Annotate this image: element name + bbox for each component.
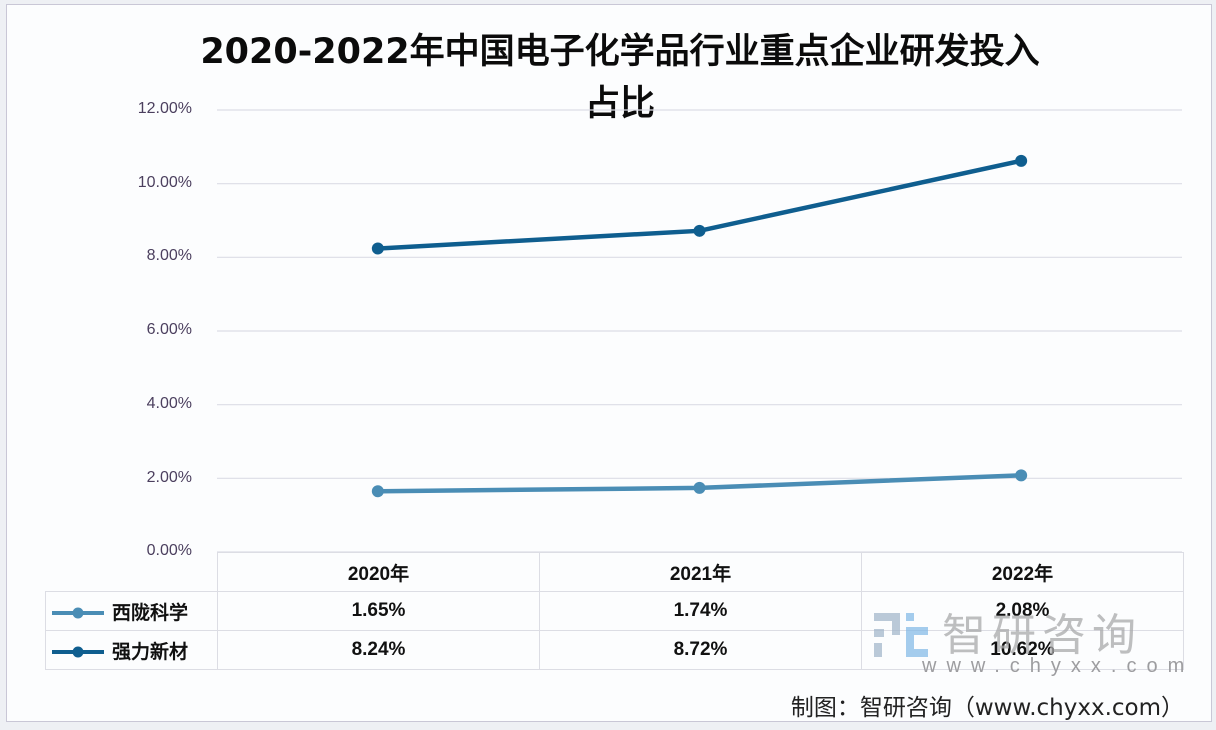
series-lines — [371, 154, 1028, 498]
table-cell: 10.62% — [861, 630, 1184, 670]
column-header: 2021年 — [539, 552, 862, 592]
y-tick: 10.00% — [137, 174, 192, 191]
table-header-row: 2020年 2021年 2022年 — [46, 552, 1184, 592]
legend-line-marker-icon — [52, 607, 104, 619]
table-cell: 1.74% — [539, 591, 862, 631]
table-cell: 2.08% — [861, 591, 1184, 631]
legend-entry: 西陇科学 — [45, 591, 218, 631]
data-table: 2020年 2021年 2022年 西陇科学 1.65% 1.74% 2.08%… — [45, 552, 1184, 670]
data-point-marker — [1015, 469, 1028, 482]
legend-label: 强力新材 — [112, 641, 189, 663]
legend-label: 西陇科学 — [112, 602, 189, 624]
y-tick: 8.00% — [146, 247, 192, 264]
source-note: 制图：智研咨询（www.chyxx.com） — [790, 695, 1184, 721]
title-line-2: 占比 — [584, 84, 655, 124]
y-tick: 0.00% — [146, 542, 192, 559]
data-point-marker — [371, 242, 384, 255]
table-row: 西陇科学 1.65% 1.74% 2.08% — [45, 591, 1184, 631]
title-line-1: 2020-2022年中国电子化学品行业重点企业研发投入 — [200, 32, 1040, 72]
y-tick: 12.00% — [137, 100, 192, 117]
y-tick: 4.00% — [146, 395, 192, 412]
data-point-marker — [693, 481, 706, 494]
y-tick: 6.00% — [146, 321, 192, 338]
chart-title: 2020-2022年中国电子化学品行业重点企业研发投入 占比 — [140, 26, 1100, 130]
data-point-marker — [371, 485, 384, 498]
table-cell: 8.72% — [539, 630, 862, 670]
data-point-marker — [1015, 154, 1028, 167]
data-point-marker — [693, 224, 706, 237]
column-header: 2020年 — [217, 552, 540, 592]
legend-line-marker-icon — [52, 646, 104, 658]
legend-entry: 强力新材 — [45, 630, 218, 670]
y-tick: 2.00% — [146, 469, 192, 486]
table-row: 强力新材 8.24% 8.72% 10.62% — [45, 630, 1184, 670]
column-header: 2022年 — [861, 552, 1184, 592]
table-cell: 8.24% — [217, 630, 540, 670]
table-cell: 1.65% — [217, 591, 540, 631]
